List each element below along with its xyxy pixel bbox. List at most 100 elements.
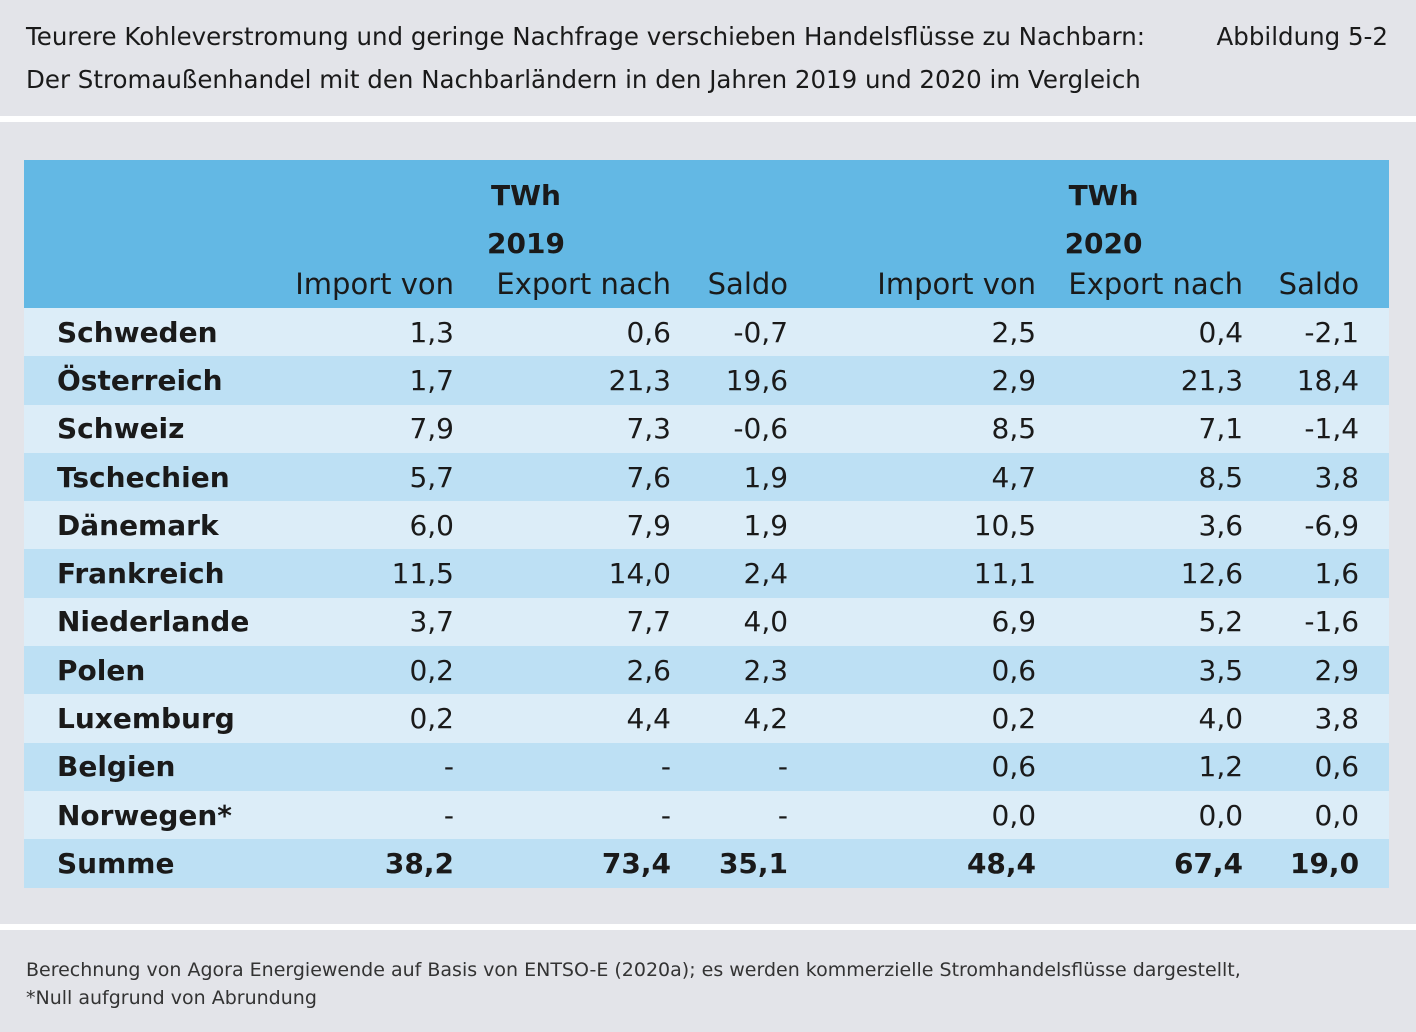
unit-2019: TWh [491, 179, 561, 212]
table-body: Schweden 1,3 0,6 -0,7 2,5 0,4 -2,1 Österreich 1,… [24, 308, 1390, 888]
country-name: Norwegen* [57, 798, 232, 832]
figure-footer: Berechnung von Agora Energiewende auf Ba… [0, 930, 1416, 1032]
column-header-row: Import von Export nach Saldo Import von … [24, 260, 1390, 308]
cell-export-2020: 0,4 [1198, 315, 1244, 349]
country-name: Schweden [57, 315, 218, 349]
cell-export-2019: - [660, 798, 671, 832]
cell-import-2019: 6,0 [409, 508, 454, 542]
row-end-padding [1359, 694, 1389, 742]
table-row: Polen 0,2 2,6 2,3 0,6 3,5 2,9 [24, 646, 1390, 695]
row-end-padding [1359, 743, 1389, 791]
cell-saldo-2019: 19,6 [725, 363, 789, 397]
figure-header: Teurere Kohleverstromung und geringe Nac… [0, 0, 1416, 116]
cell-export-2020: 3,6 [1198, 508, 1244, 542]
row-end-padding [1359, 308, 1389, 356]
unit-header-row: TWh TWh [24, 160, 1390, 212]
table-row: Luxemburg 0,2 4,4 4,2 0,2 4,0 3,8 [24, 694, 1390, 743]
figure-label: Abbildung 5-2 [1216, 22, 1388, 51]
figure-title-line-1: Teurere Kohleverstromung und geringe Nac… [26, 22, 1145, 51]
row-end-padding [1359, 405, 1389, 453]
table-row: Schweden 1,3 0,6 -0,7 2,5 0,4 -2,1 [24, 308, 1390, 357]
cell-saldo-2019: 2,4 [743, 557, 789, 591]
cell-export-2019: 7,7 [626, 605, 671, 639]
col-export-2019: Export nach [496, 267, 671, 301]
table-row: Dänemark 6,0 7,9 1,9 10,5 3,6 -6,9 [24, 501, 1390, 550]
cell-export-2020: 4,0 [1198, 702, 1244, 736]
cell-export-2020: 8,5 [1198, 460, 1244, 494]
table-row: Norwegen* - - - 0,0 0,0 0,0 [24, 790, 1390, 840]
cell-export-2020: 0,0 [1198, 798, 1244, 832]
cell-export-2019: - [660, 750, 671, 784]
cell-import-2019: 3,7 [409, 605, 454, 639]
cell-export-2019: 7,9 [626, 508, 671, 542]
cell-export-2020: 5,2 [1198, 605, 1244, 639]
col-import-2020: Import von [877, 267, 1037, 301]
cell-import-2020: 0,6 [991, 750, 1037, 784]
cell-export-2019: 73,4 [601, 846, 671, 880]
group-gap [788, 791, 848, 839]
cell-saldo-2020: 18,4 [1296, 363, 1360, 397]
cell-saldo-2020: 19,0 [1289, 846, 1360, 880]
country-name: Polen [57, 653, 146, 687]
group-gap [788, 405, 848, 453]
cell-import-2019: 38,2 [384, 846, 454, 880]
cell-export-2020: 1,2 [1198, 750, 1244, 784]
country-name: Belgien [57, 750, 176, 784]
table-row: Niederlande 3,7 7,7 4,0 6,9 5,2 -1,6 [24, 597, 1390, 647]
cell-saldo-2019: - [777, 798, 789, 832]
table-row: Belgien - - - 0,6 1,2 0,6 [24, 742, 1390, 791]
cell-saldo-2020: 1,6 [1314, 557, 1360, 591]
row-end-padding [1359, 356, 1389, 404]
group-gap [788, 646, 848, 694]
cell-import-2020: 0,2 [991, 702, 1037, 736]
cell-export-2019: 7,3 [626, 412, 671, 446]
cell-import-2019: 7,9 [409, 412, 454, 446]
cell-import-2020: 2,5 [991, 315, 1037, 349]
cell-import-2019: - [443, 798, 454, 832]
row-end-padding [1359, 646, 1389, 694]
cell-import-2019: 5,7 [409, 460, 454, 494]
cell-import-2020: 2,9 [991, 363, 1037, 397]
row-end-padding [1359, 598, 1389, 646]
cell-saldo-2019: 2,3 [743, 653, 789, 687]
group-gap [788, 453, 848, 501]
cell-saldo-2019: - [777, 750, 789, 784]
group-gap [788, 598, 848, 646]
cell-import-2020: 4,7 [991, 460, 1037, 494]
cell-export-2020: 67,4 [1173, 846, 1244, 880]
group-gap [788, 549, 848, 597]
total-row: Summe 38,2 73,4 35,1 48,4 67,4 19,0 [24, 839, 1390, 888]
country-name: Luxemburg [57, 702, 235, 736]
row-end-padding [1359, 791, 1389, 839]
figure-title-line-2: Der Stromaußenhandel mit den Nachbarländ… [26, 65, 1141, 94]
group-gap [788, 501, 848, 549]
group-gap [788, 356, 848, 404]
col-saldo-2020: Saldo [1278, 267, 1360, 301]
cell-import-2020: 6,9 [991, 605, 1037, 639]
cell-saldo-2020: -6,9 [1304, 508, 1360, 542]
row-end-padding [1359, 549, 1389, 597]
cell-import-2020: 0,0 [991, 798, 1037, 832]
cell-import-2019: 0,2 [409, 653, 454, 687]
table-row: Frankreich 11,5 14,0 2,4 11,1 12,6 1,6 [24, 549, 1390, 598]
year-2020: 2020 [1064, 227, 1143, 260]
cell-import-2019: - [443, 750, 454, 784]
table-row: Österreich 1,7 21,3 19,6 2,9 21,3 18,4 [24, 356, 1390, 405]
cell-import-2020: 11,1 [973, 557, 1037, 591]
cell-export-2019: 4,4 [626, 702, 671, 736]
cell-saldo-2019: -0,6 [733, 412, 789, 446]
bottom-divider [0, 924, 1416, 930]
cell-saldo-2019: 1,9 [743, 508, 789, 542]
total-label: Summe [57, 846, 175, 880]
cell-import-2019: 0,2 [409, 702, 454, 736]
group-gap [788, 839, 848, 887]
group-gap [788, 308, 848, 356]
col-saldo-2019: Saldo [707, 267, 789, 301]
table-row: Schweiz 7,9 7,3 -0,6 8,5 7,1 -1,4 [24, 404, 1390, 453]
cell-import-2020: 10,5 [973, 508, 1037, 542]
cell-import-2020: 0,6 [991, 653, 1037, 687]
cell-export-2020: 21,3 [1180, 363, 1244, 397]
top-divider [0, 116, 1416, 122]
source-note: Berechnung von Agora Energiewende auf Ba… [26, 959, 1241, 981]
cell-export-2019: 2,6 [626, 653, 671, 687]
